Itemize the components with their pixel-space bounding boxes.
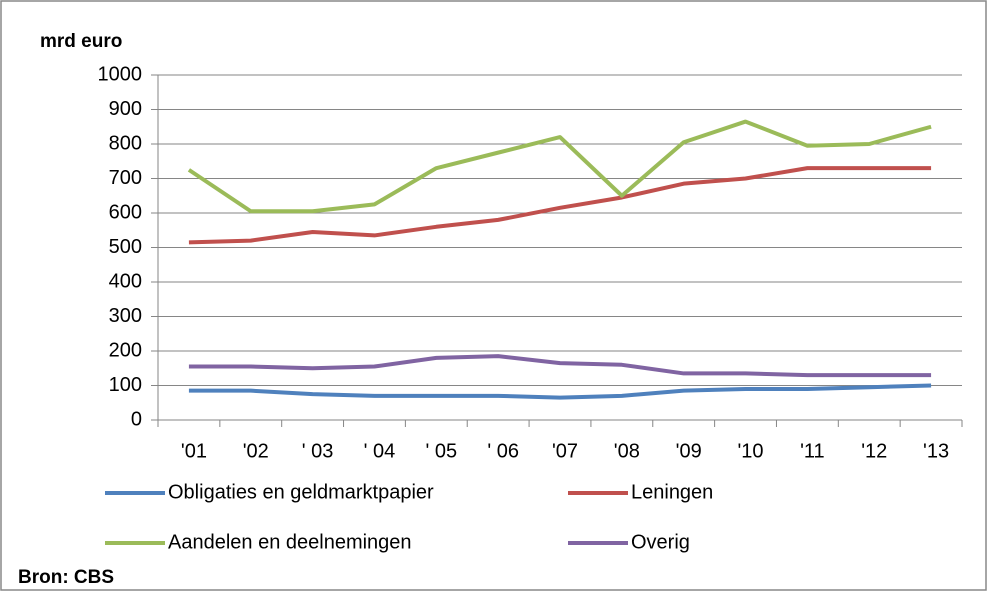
legend-label: Overig	[631, 531, 690, 553]
y-tick-label: 700	[109, 167, 142, 189]
x-tick-label: ' 06	[487, 440, 519, 462]
source-note: Bron: CBS	[18, 567, 114, 588]
x-tick-label: '09	[676, 440, 702, 462]
legend-label: Aandelen en deelnemingen	[168, 531, 412, 553]
y-tick-label: 400	[109, 270, 142, 292]
y-tick-label: 200	[109, 339, 142, 361]
x-tick-label: ' 04	[364, 440, 396, 462]
x-tick-label: ' 05	[425, 440, 457, 462]
y-tick-label: 300	[109, 305, 142, 327]
series-line	[188, 354, 932, 378]
x-tick-label: ' 03	[302, 440, 334, 462]
series-line	[188, 383, 932, 400]
y-tick-label: 800	[109, 132, 142, 154]
y-tick-label: 0	[131, 408, 142, 430]
x-tick-label: '13	[923, 440, 949, 462]
series-line	[187, 119, 932, 214]
y-tick-label: 600	[109, 201, 142, 223]
y-tick-label: 1000	[98, 63, 143, 85]
y-tick-label: 500	[109, 236, 142, 258]
x-tick-label: '08	[614, 440, 640, 462]
x-tick-label: '02	[243, 440, 269, 462]
x-tick-label: '12	[861, 440, 887, 462]
legend-label: Leningen	[631, 481, 713, 503]
legend-label: Obligaties en geldmarktpapier	[168, 481, 434, 503]
series-line	[188, 166, 932, 245]
x-tick-label: '11	[800, 440, 825, 462]
x-tick-label: '01	[181, 440, 207, 462]
y-tick-label: 100	[109, 374, 142, 396]
x-tick-label: '10	[737, 440, 763, 462]
x-tick-label: '07	[552, 440, 578, 462]
y-tick-label: 900	[109, 98, 142, 120]
y-axis-title: mrd euro	[40, 31, 122, 52]
